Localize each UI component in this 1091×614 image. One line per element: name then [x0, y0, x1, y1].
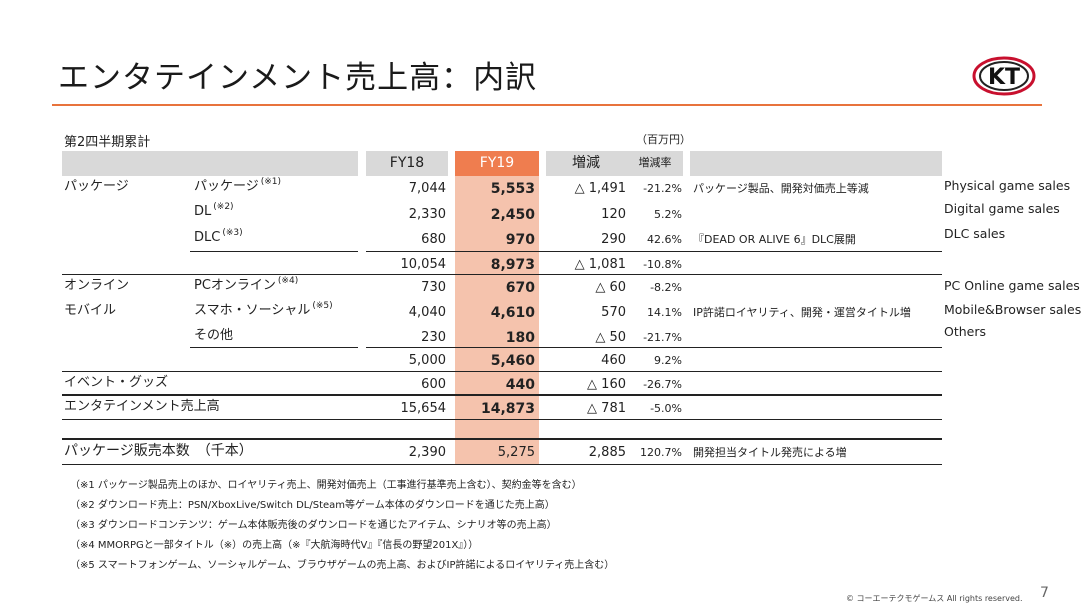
dl-fy19: 2,450 — [490, 207, 535, 223]
section-divider — [62, 371, 942, 372]
copyright: © コーエーテクモゲームス All rights reserved. — [846, 594, 1023, 603]
english-label-dlc: DLC sales — [944, 226, 1006, 241]
page-title: エンタテインメント売上高：内訳 — [58, 60, 538, 96]
online-subtotal-fy19: 5,460 — [490, 353, 535, 369]
smartphone-rate: 14.1% — [647, 306, 682, 319]
pc-online-change: △ 60 — [595, 280, 626, 295]
row-label-package: パッケージ (※1) — [194, 177, 282, 194]
section-divider — [62, 464, 942, 465]
footnote-4: （※4 MMORPGと一部タイトル（※）の売上高（※『大航海時代Ⅴ』『信長の野望… — [70, 540, 479, 551]
row-label-dlc: DLC (※3) — [194, 228, 243, 245]
section-divider — [62, 438, 942, 440]
dl-rate: 5.2% — [654, 208, 682, 221]
units-note: 開発担当タイトル発売による増 — [693, 446, 847, 459]
dl-fy18: 2,330 — [408, 207, 446, 222]
events-fy18: 600 — [421, 377, 446, 392]
events-rate: -26.7% — [643, 378, 682, 391]
english-label-physical: Physical game sales — [944, 178, 1071, 193]
events-fy19: 440 — [505, 377, 535, 393]
fy19-column-highlight — [455, 176, 539, 464]
package-subtotal-change: △ 1,081 — [574, 257, 626, 272]
row-divider — [190, 347, 358, 348]
footnote-1: （※1 パッケージ製品売上のほか、ロイヤリティ売上、開発対価売上（工事進行基準売… — [70, 480, 582, 491]
total-fy19: 14,873 — [480, 401, 535, 417]
english-label-others: Others — [944, 324, 987, 339]
section-divider — [62, 394, 942, 396]
english-label-digital: Digital game sales — [944, 201, 1060, 216]
section-divider — [62, 274, 942, 275]
koei-tecmo-logo-icon: KT — [972, 56, 1036, 96]
footnote-2: （※2 ダウンロード売上：PSN/XboxLive/Switch DL/Stea… — [70, 500, 555, 511]
units-change: 2,885 — [588, 445, 626, 460]
package-change: △ 1,491 — [574, 181, 626, 196]
pc-online-rate: -8.2% — [650, 281, 682, 294]
row-label-others: その他 — [194, 328, 234, 343]
package-note: パッケージ製品、開発対価売上等減 — [693, 182, 869, 195]
package-fy19: 5,553 — [490, 181, 535, 197]
english-label-pc-online: PC Online game sales — [944, 278, 1080, 293]
header-change-cell — [546, 151, 683, 176]
others-rate: -21.7% — [643, 331, 682, 344]
units-fy18: 2,390 — [408, 445, 446, 460]
online-subtotal-change: 460 — [601, 353, 626, 368]
section-label: 第2四半期累計 — [64, 135, 151, 150]
footnote-3: （※3 ダウンロードコンテンツ：ゲーム本体販売後のダウンロードを通じたアイテム、… — [70, 520, 557, 531]
header-change: 増減 — [572, 155, 600, 171]
pc-online-fy18: 730 — [421, 280, 446, 295]
total-fy18: 15,654 — [400, 401, 447, 416]
smartphone-fy18: 4,040 — [408, 305, 446, 320]
units-rate: 120.7% — [640, 446, 682, 459]
dlc-rate: 42.6% — [647, 233, 682, 246]
smartphone-note: IP許諾ロイヤリティ、開発・運営タイトル増 — [693, 306, 911, 319]
online-subtotal-fy18: 5,000 — [408, 353, 446, 368]
smartphone-change: 570 — [601, 305, 626, 320]
header-label-cell — [62, 151, 358, 176]
package-subtotal-rate: -10.8% — [643, 258, 682, 271]
row-group-online: オンライン — [64, 278, 130, 293]
package-fy18: 7,044 — [408, 181, 446, 196]
total-change: △ 781 — [587, 401, 626, 416]
svg-text:KT: KT — [988, 65, 1020, 90]
row-group-mobile: モバイル — [64, 303, 117, 318]
units-fy19: 5,275 — [497, 445, 535, 460]
title-divider — [52, 104, 1042, 106]
dlc-change: 290 — [601, 232, 626, 247]
row-divider — [366, 347, 942, 348]
row-label-total: エンタテインメント売上高 — [64, 399, 220, 414]
section-divider — [62, 419, 942, 420]
dlc-note: 『DEAD OR ALIVE 6』DLC展開 — [693, 233, 856, 246]
footnote-5: （※5 スマートフォンゲーム、ソーシャルゲーム、ブラウザゲームの売上高、およびI… — [70, 560, 615, 571]
header-fy19: FY19 — [479, 155, 515, 171]
others-fy19: 180 — [505, 330, 535, 346]
english-label-mobile: Mobile&Browser sales — [944, 302, 1082, 317]
row-label-units: パッケージ販売本数 （千本） — [64, 443, 253, 459]
smartphone-fy19: 4,610 — [490, 305, 535, 321]
total-rate: -5.0% — [650, 402, 682, 415]
row-divider — [190, 251, 358, 252]
row-label-events: イベント・グッズ — [64, 375, 169, 390]
package-subtotal-fy19: 8,973 — [490, 257, 535, 273]
events-change: △ 160 — [587, 377, 626, 392]
header-note-cell — [690, 151, 942, 176]
dl-change: 120 — [601, 207, 626, 222]
header-fy18: FY18 — [389, 155, 425, 171]
row-label-dl: DL (※2) — [194, 202, 234, 219]
unit-label: （百万円） — [636, 133, 691, 146]
dlc-fy18: 680 — [421, 232, 446, 247]
online-subtotal-rate: 9.2% — [654, 354, 682, 367]
package-rate: -21.2% — [643, 182, 682, 195]
row-label-pc-online: PCオンライン (※4) — [194, 276, 299, 293]
pc-online-fy19: 670 — [505, 280, 535, 296]
header-fy18-cell — [366, 151, 448, 176]
header-fy19-cell — [455, 151, 539, 176]
row-label-smartphone: スマホ・ソーシャル (※5) — [194, 301, 333, 318]
row-group-package: パッケージ — [64, 179, 129, 194]
package-subtotal-fy18: 10,054 — [400, 257, 447, 272]
header-rate: 増減率 — [638, 156, 672, 169]
page-number: 7 — [1040, 585, 1049, 601]
row-divider — [366, 251, 942, 252]
others-change: △ 50 — [595, 330, 626, 345]
others-fy18: 230 — [421, 330, 446, 345]
dlc-fy19: 970 — [505, 232, 535, 248]
